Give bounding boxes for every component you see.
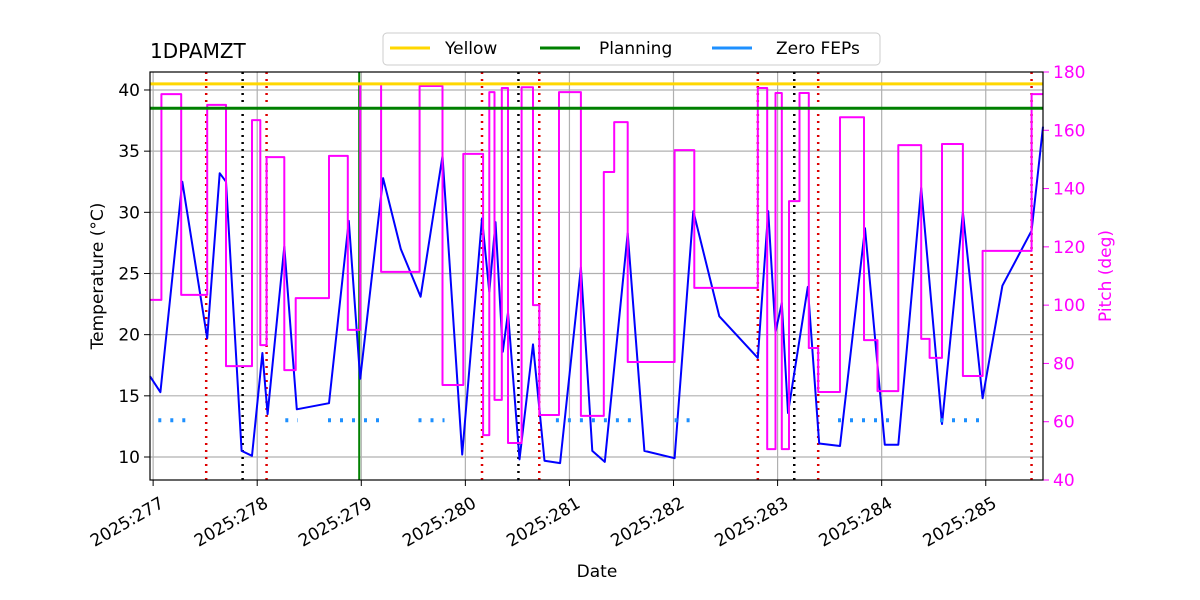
x-tick-label: 2025:280: [399, 493, 480, 551]
y2-tick-label: 140: [1053, 180, 1085, 200]
y-tick-label: 35: [118, 142, 140, 162]
y2-tick-label: 160: [1053, 121, 1085, 141]
y-tick-label: 30: [118, 203, 140, 223]
y-tick-label: 20: [118, 326, 140, 346]
y-tick-label: 10: [118, 448, 140, 468]
y2-tick-label: 100: [1053, 296, 1085, 316]
y2-tick-label: 180: [1053, 63, 1085, 83]
legend-label: Zero FEPs: [776, 39, 860, 59]
legend-box: [382, 32, 881, 66]
x-axis-label: Date: [577, 562, 618, 582]
y-tick-label: 25: [118, 264, 140, 284]
x-tick-label: 2025:283: [712, 493, 793, 551]
y2-tick-label: 120: [1053, 238, 1085, 258]
y-axis-label: Temperature (°C): [88, 203, 108, 351]
x-tick-label: 2025:279: [295, 493, 376, 551]
legend: Yellow Planning Zero FEPs: [382, 32, 881, 66]
x-tick-label: 2025:284: [816, 493, 897, 551]
legend-label: Yellow: [444, 39, 497, 59]
plot-frame: [149, 71, 1044, 481]
y2-tick-label: 40: [1053, 471, 1075, 491]
y-tick-label: 40: [118, 81, 140, 101]
y-tick-label: 15: [118, 387, 140, 407]
series-line: [150, 82, 1043, 451]
x-tick-label: 2025:285: [920, 493, 1001, 551]
y2-axis-label: Pitch (deg): [1096, 230, 1116, 322]
x-tick-label: 2025:278: [191, 493, 272, 551]
legend-label: Planning: [599, 39, 672, 59]
chart-title: 1DPAMZT: [150, 39, 247, 63]
y2-tick-label: 80: [1053, 354, 1075, 374]
x-tick-label: 2025:277: [87, 493, 168, 551]
y2-tick-label: 60: [1053, 413, 1075, 433]
x-tick-label: 2025:282: [607, 493, 688, 551]
x-tick-label: 2025:281: [503, 493, 584, 551]
